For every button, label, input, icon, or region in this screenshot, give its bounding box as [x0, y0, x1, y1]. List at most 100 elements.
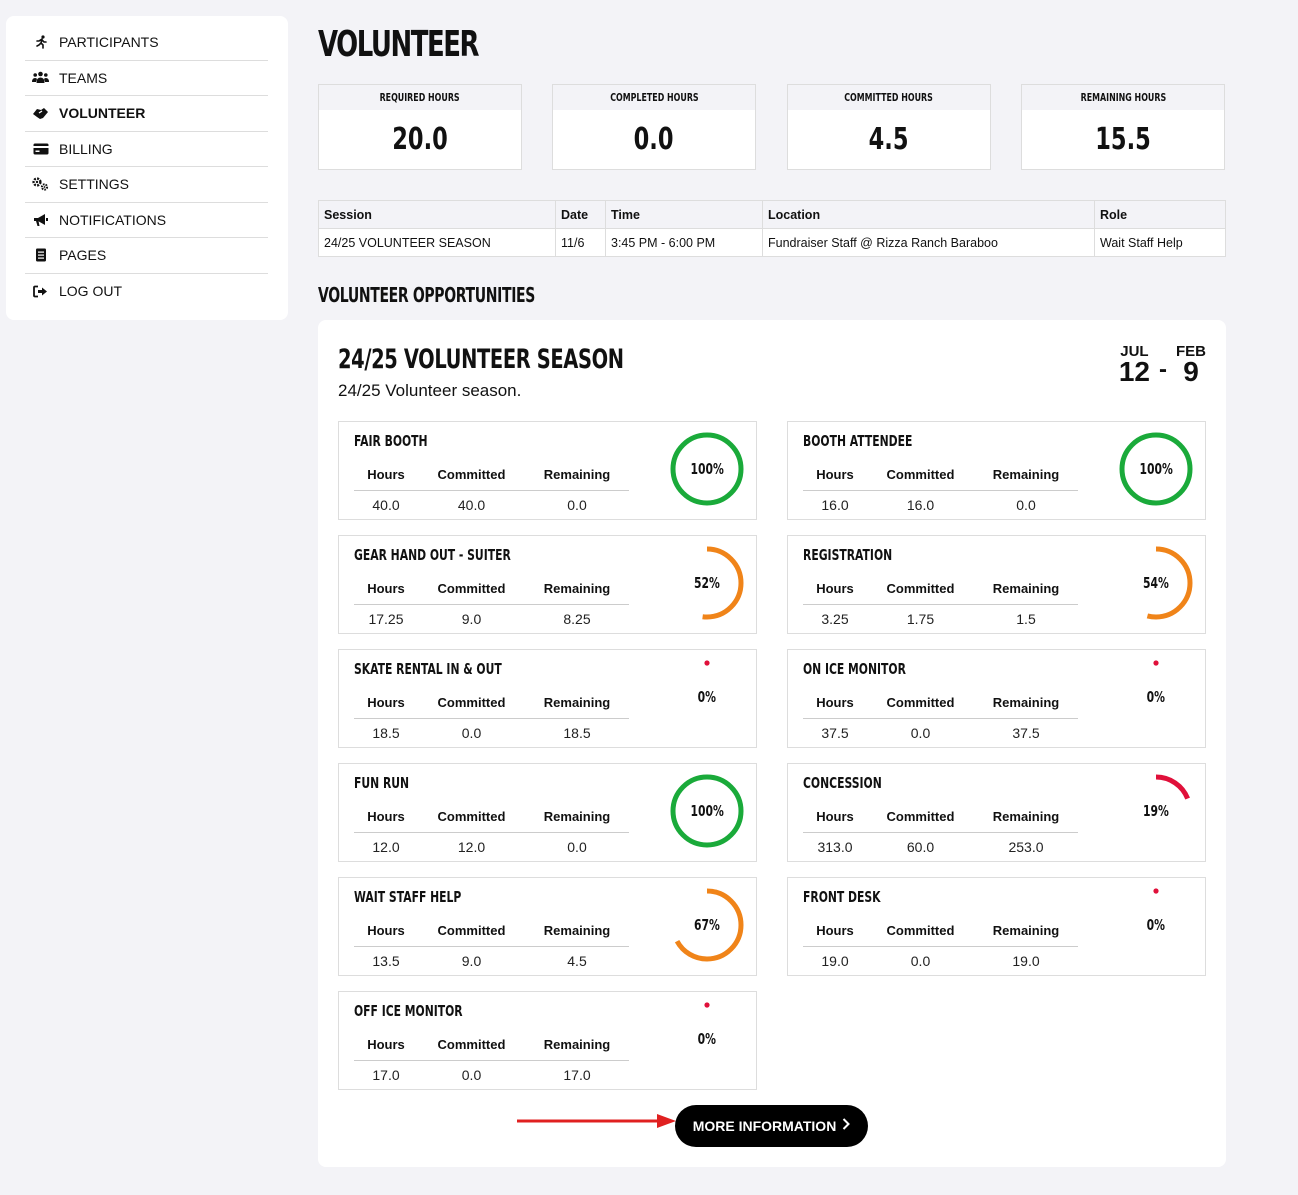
opportunity-card[interactable]: FAIR BOOTH Hours Committed Remaining 40.…: [338, 421, 757, 520]
stat-completed-hours: COMPLETED HOURS 0.0: [552, 84, 756, 170]
sidebar-item-settings[interactable]: SETTINGS: [25, 167, 268, 203]
column-header: Remaining: [974, 802, 1078, 833]
committed-value: 0.0: [910, 725, 931, 742]
opportunity-hours-table: Hours Committed Remaining 17.25 9.0 8.25: [354, 574, 629, 634]
opportunity-hours-table: Hours Committed Remaining 17.0 0.0 17.0: [354, 1030, 629, 1090]
sidebar-item-volunteer[interactable]: VOLUNTEER: [25, 96, 268, 132]
season-description: 24/25 Volunteer season.: [338, 381, 522, 400]
opportunity-card[interactable]: WAIT STAFF HELP Hours Committed Remainin…: [338, 877, 757, 976]
column-header: Committed: [418, 802, 525, 833]
hours-value: 12.0: [372, 839, 400, 856]
table-row: 18.5 0.0 18.5: [354, 718, 629, 748]
hours-value: 17.25: [368, 611, 404, 628]
column-header: Committed: [418, 1030, 525, 1061]
opportunity-card[interactable]: CONCESSION Hours Committed Remaining 313…: [787, 763, 1206, 862]
sidebar-item-logout[interactable]: LOG OUT: [25, 274, 268, 310]
column-header: Date: [555, 200, 606, 229]
progress-percent: 19%: [1143, 802, 1169, 820]
progress-ring: 0%: [668, 658, 746, 736]
stat-label: REQUIRED HOURS: [379, 91, 461, 104]
opportunity-card[interactable]: REGISTRATION Hours Committed Remaining 3…: [787, 535, 1206, 634]
opportunity-title: FUN RUN: [354, 774, 410, 792]
remaining-value: 0.0: [567, 839, 587, 856]
column-header: Committed: [867, 688, 974, 719]
progress-percent: 100%: [1139, 460, 1173, 478]
column-header: Hours: [803, 460, 867, 491]
column-header: Time: [605, 200, 763, 229]
column-header: Committed: [418, 916, 525, 947]
column-header: Hours: [803, 574, 867, 605]
sidebar-item-teams[interactable]: TEAMS: [25, 61, 268, 96]
opportunity-hours-table: Hours Committed Remaining 3.25 1.75 1.5: [803, 574, 1078, 634]
stat-label: COMPLETED HOURS: [609, 91, 699, 104]
stat-label: REMAINING HOURS: [1080, 91, 1166, 104]
committed-value: 12.0: [457, 839, 486, 856]
season-date-range: JUL 12 - FEB 9: [1119, 344, 1206, 386]
red-arrow-annotation: [517, 1114, 676, 1128]
column-header: Hours: [354, 574, 418, 605]
opportunity-hours-table: Hours Committed Remaining 18.5 0.0 18.5: [354, 688, 629, 748]
opportunity-card[interactable]: FRONT DESK Hours Committed Remaining 19.…: [787, 877, 1206, 976]
opportunity-title: BOOTH ATTENDEE: [803, 432, 913, 450]
progress-percent: 0%: [1146, 916, 1166, 934]
progress-percent: 67%: [694, 916, 720, 934]
sidebar-item-notifications[interactable]: NOTIFICATIONS: [25, 203, 268, 238]
progress-ring: 52%: [668, 544, 746, 622]
progress-dot: [704, 660, 710, 666]
more-information-label: MORE INFORMATION: [692, 1118, 837, 1134]
column-header: Committed: [418, 574, 525, 605]
column-header: Remaining: [525, 1030, 629, 1061]
sidebar-item-billing[interactable]: BILLING: [25, 132, 268, 167]
progress-ring: 0%: [1117, 886, 1195, 964]
column-header: Hours: [354, 688, 418, 719]
handshake-icon: [32, 105, 49, 121]
sidebar-item-participants[interactable]: PARTICIPANTS: [25, 25, 268, 61]
progress-arc: [1119, 546, 1193, 620]
sidebar-item-pages[interactable]: PAGES: [25, 238, 268, 274]
progress-arc: [670, 432, 744, 506]
megaphone-icon: [32, 212, 49, 228]
opportunity-hours-table: Hours Committed Remaining 37.5 0.0 37.5: [803, 688, 1078, 748]
progress-ring: 67%: [668, 886, 746, 964]
logout-icon: [32, 283, 49, 299]
remaining-value: 4.5: [567, 953, 587, 970]
committed-value: 16.0: [906, 497, 935, 514]
opportunity-card[interactable]: FUN RUN Hours Committed Remaining 12.0 1…: [338, 763, 757, 862]
hours-value: 17.0: [372, 1067, 400, 1084]
column-header: Committed: [867, 802, 974, 833]
sidebar-item-label: PAGES: [59, 247, 107, 264]
column-header: Session: [318, 200, 556, 229]
remaining-value: 253.0: [1008, 839, 1044, 856]
opportunity-title: GEAR HAND OUT - SUITER: [354, 546, 511, 564]
progress-dot: [1153, 888, 1159, 894]
sidebar-item-label: LOG OUT: [59, 283, 123, 300]
section-title: VOLUNTEER OPPORTUNITIES: [318, 283, 536, 307]
opportunity-card[interactable]: ON ICE MONITOR Hours Committed Remaining…: [787, 649, 1206, 748]
opportunity-card[interactable]: OFF ICE MONITOR Hours Committed Remainin…: [338, 991, 757, 1090]
opportunity-card[interactable]: GEAR HAND OUT - SUITER Hours Committed R…: [338, 535, 757, 634]
column-header: Remaining: [974, 916, 1078, 947]
committed-value: 40.0: [457, 497, 486, 514]
more-information-button[interactable]: MORE INFORMATION: [675, 1105, 868, 1147]
remaining-value: 37.5: [1012, 725, 1040, 742]
opportunity-title: REGISTRATION: [803, 546, 893, 564]
opportunity-title: FAIR BOOTH: [354, 432, 428, 450]
column-header: Remaining: [525, 916, 629, 947]
sidebar-item-label: SETTINGS: [59, 176, 130, 193]
table-row: 3.25 1.75 1.5: [803, 604, 1078, 634]
column-header: Remaining: [974, 460, 1078, 491]
column-header: Hours: [354, 1030, 418, 1061]
hours-value: 16.0: [821, 497, 849, 514]
table-row: 17.25 9.0 8.25: [354, 604, 629, 634]
users-icon: [32, 70, 49, 86]
opportunity-card[interactable]: BOOTH ATTENDEE Hours Committed Remaining…: [787, 421, 1206, 520]
column-header: Remaining: [525, 688, 629, 719]
committed-value: 0.0: [461, 1067, 482, 1084]
stat-required-hours: REQUIRED HOURS 20.0: [318, 84, 522, 170]
progress-percent: 54%: [1143, 574, 1169, 592]
sidebar-item-label: TEAMS: [59, 69, 108, 86]
opportunity-card[interactable]: SKATE RENTAL IN & OUT Hours Committed Re…: [338, 649, 757, 748]
table-cell: 3:45 PM - 6:00 PM: [605, 228, 763, 257]
committed-value: 9.0: [461, 611, 482, 628]
committed-value: 60.0: [906, 839, 935, 856]
